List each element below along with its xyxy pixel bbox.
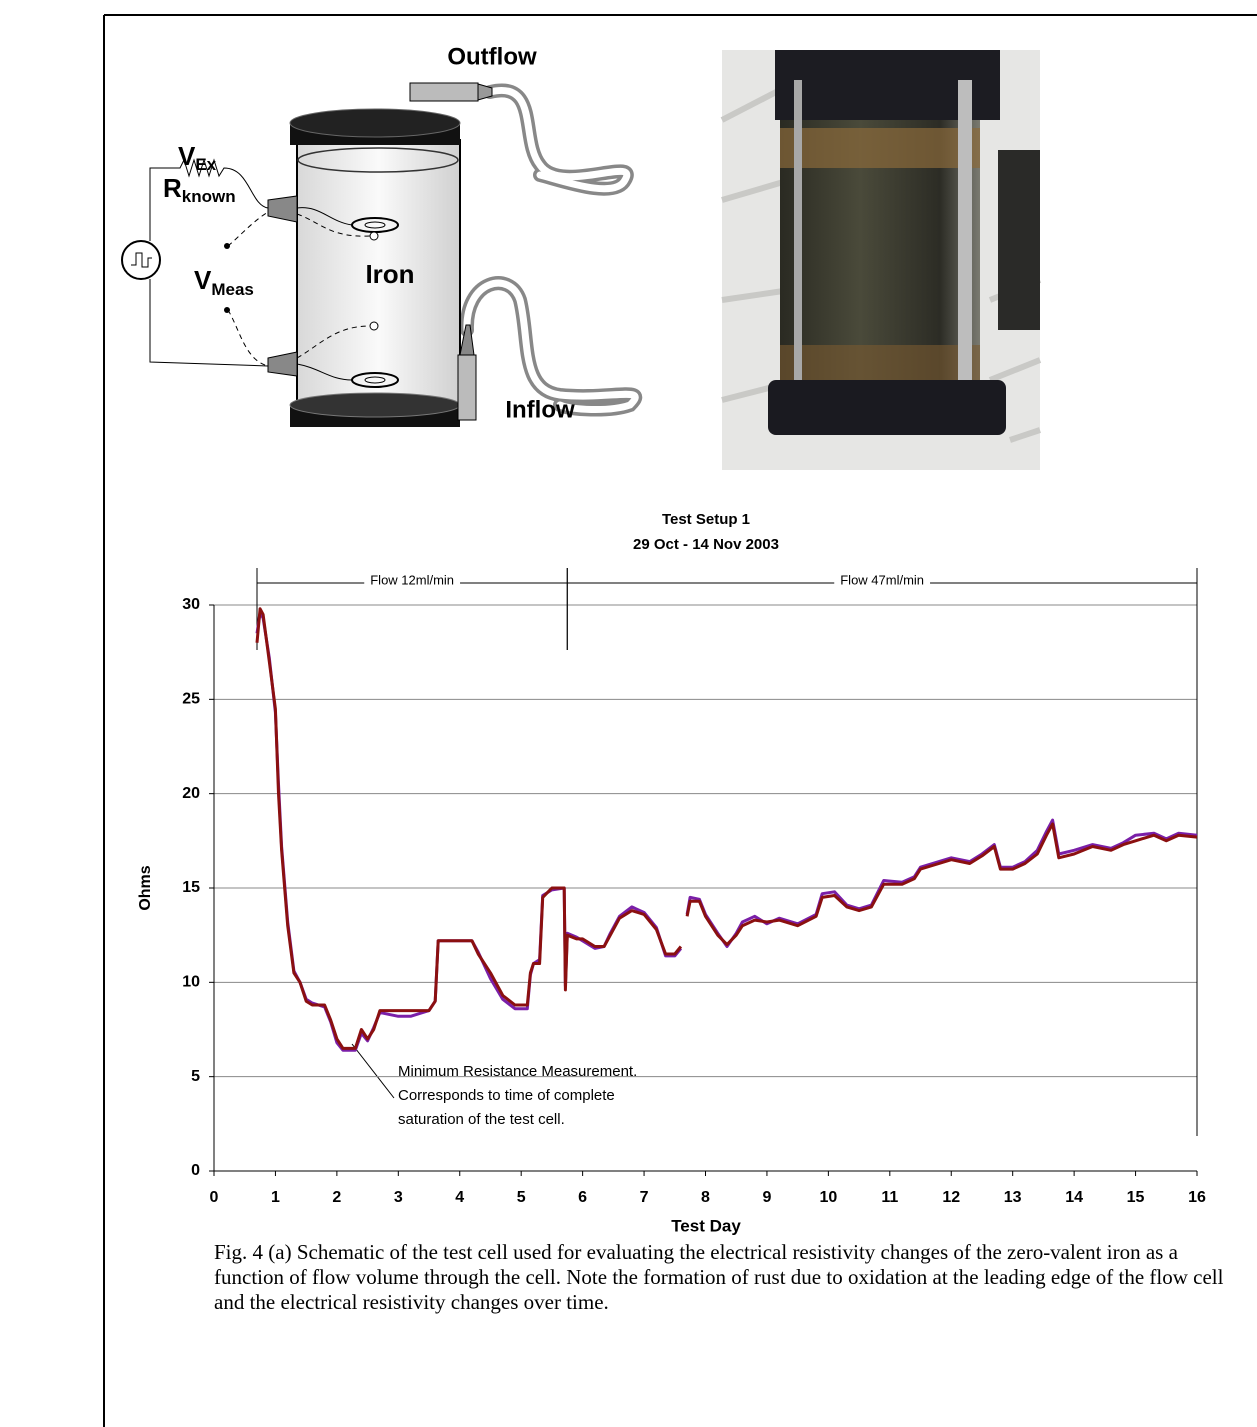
wire [227, 211, 269, 247]
symbol: V [178, 141, 196, 171]
photo-rod [958, 80, 972, 420]
outflow-nozzle [477, 83, 493, 101]
wire [296, 213, 371, 237]
connector [267, 195, 298, 223]
wire [227, 309, 269, 367]
photo-bottom-cap [768, 380, 1006, 435]
outflow-fitting [409, 82, 479, 102]
subscript: Ex [195, 155, 216, 174]
x-tick-label: 5 [517, 1189, 526, 1206]
x-axis-label: Test Day [671, 1216, 741, 1235]
electrode-inner [364, 221, 386, 229]
photo [720, 50, 1042, 470]
x-tick-label: 7 [640, 1189, 649, 1206]
v-ex-label: VEx [178, 141, 217, 175]
symbol: V [194, 265, 212, 295]
square-wave [131, 252, 152, 268]
y-tick-label: 10 [182, 974, 200, 991]
x-tick-label: 14 [1065, 1189, 1083, 1206]
x-tick-label: 16 [1188, 1189, 1206, 1206]
source [121, 240, 161, 280]
callout-text: saturation of the test cell. [398, 1111, 565, 1128]
top-cap-face [289, 108, 461, 138]
chart-title: Test Setup 1 [662, 511, 750, 528]
cell-body [296, 139, 461, 416]
resistor [149, 158, 269, 241]
series-line [255, 611, 1198, 1052]
v-meas-label: VMeas [194, 265, 254, 300]
x-tick-label: 11 [881, 1189, 898, 1206]
wire [296, 363, 353, 381]
outflow-tube-inner [486, 86, 631, 193]
water-level [297, 147, 459, 173]
callout-text: Minimum Resistance Measurement. [398, 1063, 637, 1080]
y-tick-label: 5 [191, 1068, 200, 1085]
wire [296, 207, 353, 226]
wire [296, 325, 371, 359]
y-tick-label: 0 [191, 1162, 200, 1179]
electrode-inner [364, 376, 386, 384]
photo-rust [780, 345, 980, 385]
x-tick-label: 13 [1004, 1189, 1022, 1206]
x-tick-label: 15 [1127, 1189, 1145, 1206]
r-known-label: Rknown [163, 173, 236, 207]
y-tick-label: 25 [182, 691, 200, 708]
connector [267, 351, 298, 377]
callout-leader [351, 1043, 395, 1099]
x-tick-label: 8 [701, 1189, 710, 1206]
inflow-fitting [457, 354, 477, 421]
x-tick-label: 9 [762, 1189, 771, 1206]
inflow-tube-inner [463, 279, 639, 414]
subscript: known [182, 187, 236, 206]
iron-label: Iron [365, 259, 414, 289]
x-tick-label: 0 [210, 1189, 219, 1206]
flow-label: Flow 47ml/min [840, 572, 924, 587]
x-tick-label: 3 [394, 1189, 403, 1206]
y-tick-label: 15 [182, 879, 200, 896]
x-tick-label: 4 [455, 1189, 464, 1206]
x-tick-label: 6 [578, 1189, 587, 1206]
outflow-label: Outflow [447, 43, 537, 70]
bottom-cap-face [289, 392, 461, 418]
chart: Test Setup 1 29 Oct - 14 Nov 2003 Test D… [137, 511, 1206, 1236]
probe [369, 231, 379, 241]
y-tick-label: 20 [182, 785, 200, 802]
photo-rod [794, 80, 802, 420]
subscript: Meas [211, 280, 254, 299]
probe [369, 321, 379, 331]
x-tick-label: 1 [271, 1189, 280, 1206]
series-line [255, 607, 1198, 1050]
y-axis-label: Ohms [137, 865, 154, 910]
wire [149, 279, 269, 367]
second-cell [998, 150, 1040, 330]
x-tick-label: 10 [819, 1189, 837, 1206]
photo-rust [780, 128, 980, 168]
terminal [224, 307, 230, 313]
caption: Fig. 4 (a) Schematic of the test cell us… [214, 1240, 1224, 1314]
terminal [224, 243, 230, 249]
x-tick-label: 12 [942, 1189, 960, 1206]
inflow-nozzle [459, 324, 475, 356]
y-tick-label: 30 [182, 596, 200, 613]
schematic: Iron Outflow Inflow VEx Rknown VMeas [121, 43, 643, 427]
symbol: R [163, 173, 182, 203]
callout-text: Corresponds to time of complete [398, 1087, 615, 1104]
x-tick-label: 2 [332, 1189, 341, 1206]
flow-label: Flow 12ml/min [370, 572, 454, 587]
chart-subtitle: 29 Oct - 14 Nov 2003 [633, 536, 779, 553]
inflow-label: Inflow [505, 396, 575, 423]
